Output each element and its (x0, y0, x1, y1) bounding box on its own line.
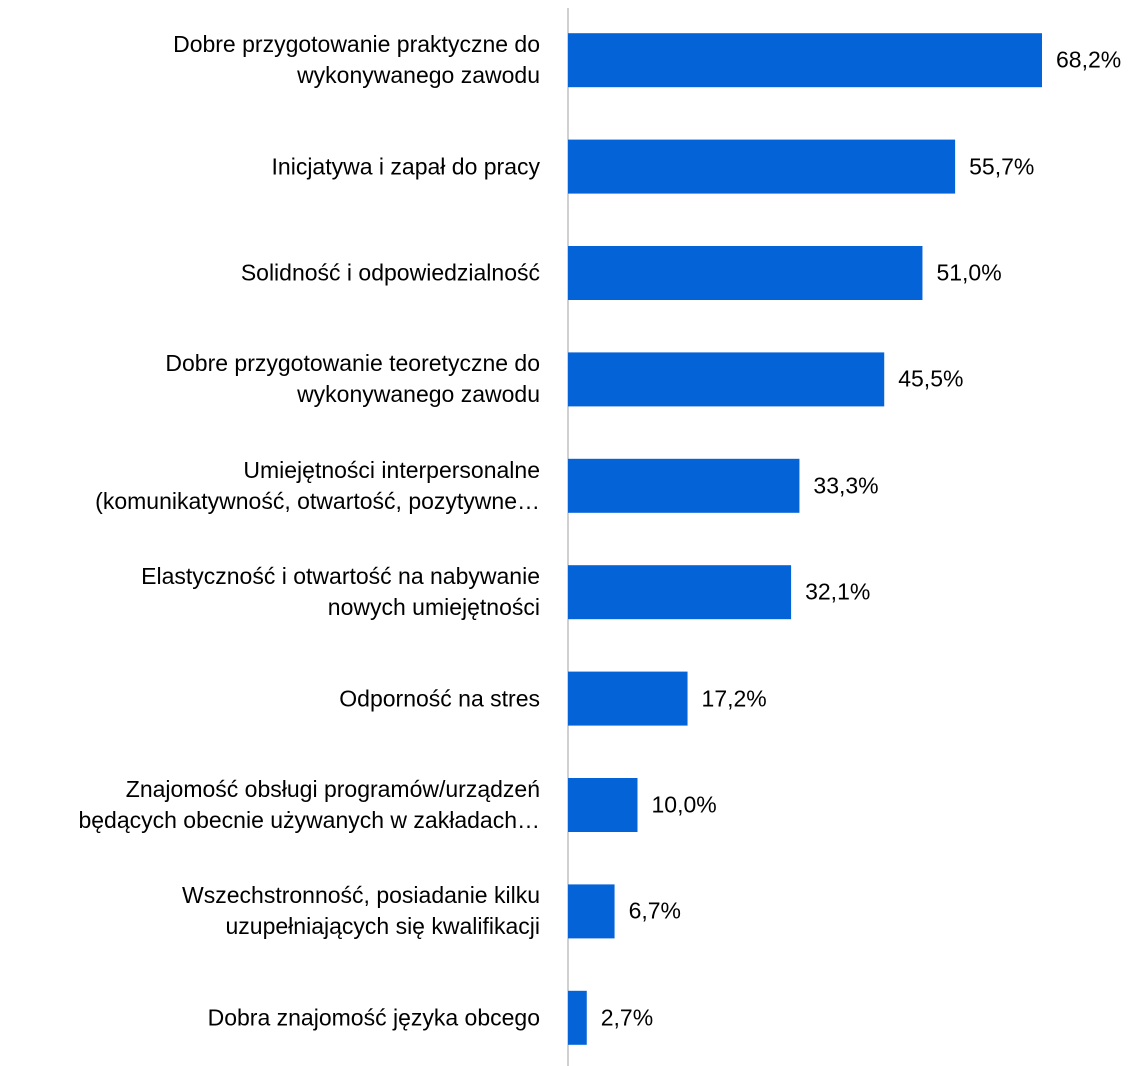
category-label: Dobre przygotowanie praktyczne do wykony… (173, 31, 540, 89)
value-label: 51,0% (936, 259, 1002, 286)
value-label: 45,5% (898, 365, 964, 392)
category-label: Dobra znajomość języka obcego (207, 1004, 540, 1031)
bar (568, 139, 956, 194)
bar (568, 246, 923, 300)
bar (568, 990, 587, 1045)
value-label: 6,7% (628, 897, 681, 924)
category-label: Dobre przygotowanie teoretyczne do wykon… (165, 350, 540, 408)
value-label: 32,1% (805, 578, 871, 605)
bar (568, 884, 615, 939)
value-label: 55,7% (969, 153, 1035, 180)
value-label: 2,7% (600, 1004, 654, 1031)
category-label: Solidność i odpowiedzialność (240, 259, 540, 286)
value-label: 33,3% (813, 472, 879, 499)
bar (568, 352, 885, 407)
category-label: Umiejętności interpersonalne (komunikaty… (95, 456, 540, 514)
value-label: 17,2% (701, 685, 767, 712)
category-label: Elastyczność i otwartość na nabywanie no… (141, 563, 540, 621)
value-label: 10,0% (651, 791, 717, 818)
bar (568, 671, 688, 726)
category-label: Wszechstronność, posiadanie kilku uzupeł… (182, 882, 540, 940)
category-label: Znajomość obsługi programów/urządzeń będ… (78, 776, 540, 833)
bar (568, 565, 792, 620)
bar (568, 778, 638, 832)
category-label: Odporność na stres (339, 685, 540, 712)
bar (568, 458, 800, 513)
category-label: Inicjatywa i zapał do pracy (271, 153, 540, 180)
bar (568, 33, 1042, 88)
value-label: 68,2% (1055, 46, 1122, 73)
